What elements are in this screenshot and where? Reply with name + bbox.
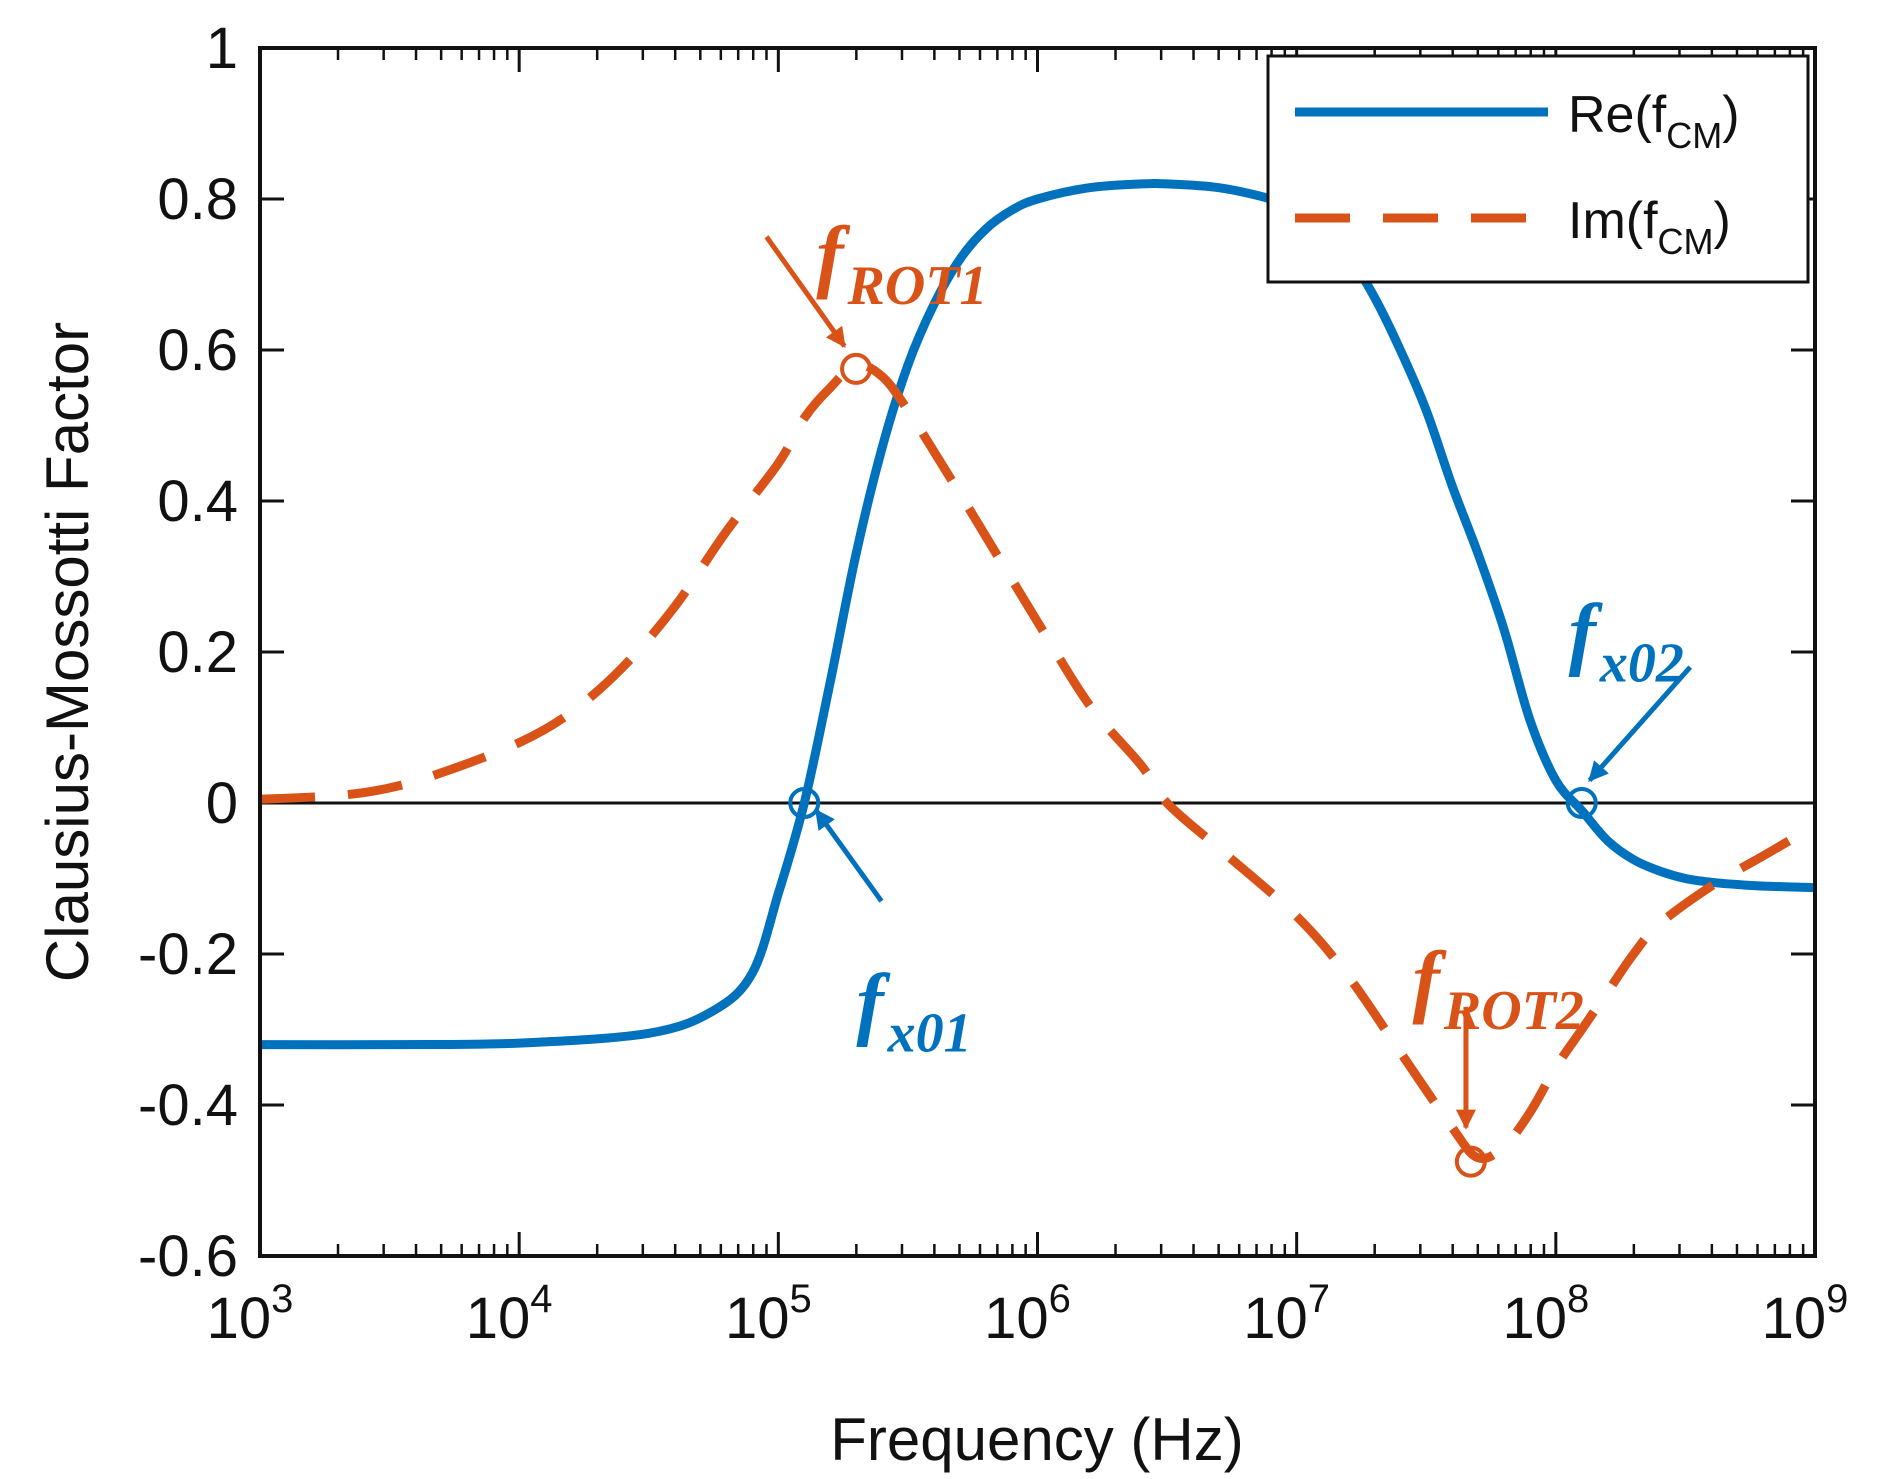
legend-label-re-sub: CM bbox=[1666, 115, 1722, 156]
y-tick-label: 1 bbox=[206, 16, 238, 81]
x-tick-base: 10 bbox=[1502, 1286, 1567, 1351]
x-tick-base: 10 bbox=[207, 1286, 272, 1351]
critical-point-marker bbox=[1565, 787, 1598, 819]
legend-label-im-sub: CM bbox=[1658, 221, 1714, 262]
annotation-label: fx02 bbox=[1569, 587, 1684, 695]
x-tick-exponent: 9 bbox=[1826, 1277, 1848, 1321]
y-tick-label: -0.4 bbox=[138, 1073, 238, 1138]
y-tick-label: -0.6 bbox=[138, 1224, 238, 1289]
x-tick-label: 104 bbox=[466, 1277, 553, 1351]
annotation-sub: ROT1 bbox=[847, 255, 988, 317]
critical-point-marker bbox=[1454, 1145, 1487, 1178]
critical-point-marker bbox=[788, 787, 821, 819]
annotation-arrow bbox=[814, 808, 884, 903]
y-tick-label: 0.2 bbox=[157, 620, 238, 685]
x-tick-label: 103 bbox=[207, 1277, 294, 1351]
x-axis-title: Frequency (Hz) bbox=[830, 1406, 1243, 1473]
x-tick-label: 107 bbox=[1243, 1277, 1330, 1351]
annotation-sub: x01 bbox=[887, 1003, 972, 1065]
series-im-line bbox=[259, 360, 1792, 1164]
ticks-layer: 103 104 105 106 107 108 109-0.6-0.4-0.200.20.4… bbox=[138, 16, 1848, 1351]
legend-label-re-base: Re(f bbox=[1568, 86, 1667, 144]
x-tick-exponent: 3 bbox=[271, 1277, 293, 1321]
y-tick-label: -0.2 bbox=[138, 922, 238, 987]
legend: Re(fCM) Im(fCM) bbox=[1266, 54, 1810, 284]
y-tick-label: 0.4 bbox=[157, 469, 238, 534]
y-axis-title: Clausius-Mossotti Factor bbox=[34, 322, 101, 982]
x-tick-exponent: 5 bbox=[789, 1277, 811, 1321]
critical-point-marker bbox=[840, 352, 873, 385]
x-tick-exponent: 6 bbox=[1049, 1277, 1071, 1321]
legend-label-re-end: ) bbox=[1722, 86, 1739, 144]
annotation-sub: x02 bbox=[1599, 633, 1684, 695]
x-tick-label: 109 bbox=[1762, 1277, 1849, 1351]
x-tick-exponent: 7 bbox=[1308, 1277, 1330, 1321]
x-tick-label: 106 bbox=[984, 1277, 1071, 1351]
legend-label-im-end: ) bbox=[1714, 192, 1731, 250]
x-tick-base: 10 bbox=[725, 1286, 790, 1351]
y-tick-label: 0.6 bbox=[157, 318, 238, 383]
x-tick-label: 108 bbox=[1502, 1277, 1589, 1351]
legend-box bbox=[1266, 54, 1810, 284]
x-tick-exponent: 4 bbox=[530, 1277, 552, 1321]
plot-frame bbox=[258, 46, 1817, 1258]
legend-label-im-base: Im(f bbox=[1568, 192, 1658, 250]
legend-label-re: Re(fCM) bbox=[1568, 86, 1740, 156]
annotation-arrow bbox=[1587, 665, 1693, 783]
legend-label-im: Im(fCM) bbox=[1568, 192, 1731, 262]
x-tick-base: 10 bbox=[984, 1286, 1049, 1351]
x-tick-exponent: 8 bbox=[1567, 1277, 1589, 1321]
annotation-sub: ROT2 bbox=[1443, 980, 1584, 1042]
x-tick-base: 10 bbox=[1762, 1286, 1827, 1351]
x-tick-base: 10 bbox=[1243, 1286, 1308, 1351]
y-tick-label: 0.8 bbox=[157, 167, 238, 232]
annotation-arrow bbox=[764, 235, 847, 348]
markers-layer bbox=[788, 352, 1598, 1178]
series-re-line bbox=[259, 178, 1816, 1050]
x-tick-base: 10 bbox=[466, 1286, 531, 1351]
x-tick-label: 105 bbox=[725, 1277, 812, 1351]
y-tick-label: 0 bbox=[206, 771, 238, 836]
